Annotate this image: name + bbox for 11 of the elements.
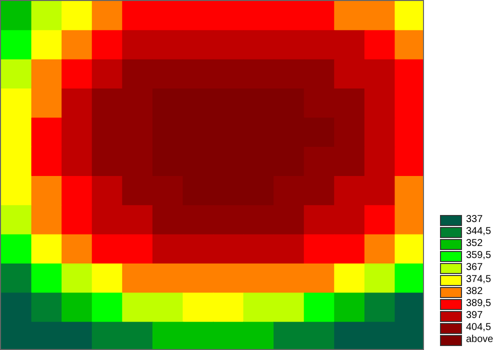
color-bar-label: 344,5 [466, 226, 492, 238]
color-bar-label: 374,5 [466, 274, 492, 286]
color-bar-label: 352 [466, 238, 483, 250]
color-bar-label: 382 [466, 286, 483, 298]
color-bar-label: 389,5 [466, 298, 492, 310]
color-bar-label: 397 [466, 310, 483, 322]
color-bar-label: above [466, 334, 494, 346]
color-bar-label: 359,5 [466, 250, 492, 262]
color-bar-label: 367 [466, 262, 483, 274]
color-bar-label: 404,5 [466, 322, 492, 334]
color-bar-label: 337 [466, 214, 483, 226]
